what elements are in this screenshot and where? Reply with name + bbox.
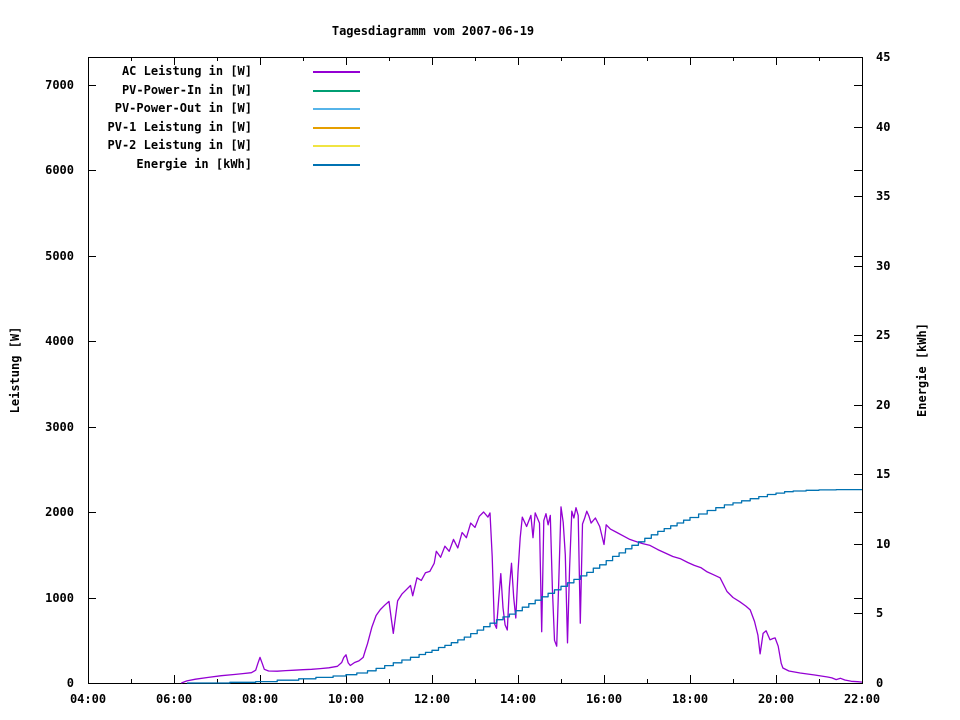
series-energie-in-kwh [186,488,862,684]
y-right-tick-label: 35 [876,189,890,203]
x-axis-tick-label: 04:00 [70,692,106,706]
y-right-tick-label: 0 [876,676,883,690]
x-axis-tick-label: 20:00 [758,692,794,706]
y-right-tick-label: 20 [876,398,890,412]
y-right-tick-label: 40 [876,120,890,134]
y-left-tick-label: 4000 [45,334,74,348]
y-right-tick-label: 5 [876,606,883,620]
y-left-tick-label: 0 [67,676,74,690]
y-left-tick-label: 5000 [45,249,74,263]
chart-title: Tagesdiagramm vom 2007-06-19 [331,24,535,38]
y-right-tick-label: 10 [876,537,890,551]
x-axis-tick-label: 16:00 [586,692,622,706]
y-left-tick-label: 2000 [45,505,74,519]
y-left-tick-label: 6000 [45,163,74,177]
y-left-tick-label: 3000 [45,420,74,434]
y-right-tick-label: 30 [876,259,890,273]
x-axis-tick-label: 14:00 [500,692,536,706]
y-right-tick-label: 15 [876,467,890,481]
x-axis-tick-label: 18:00 [672,692,708,706]
x-axis-tick-label: 12:00 [414,692,450,706]
y-left-tick-label: 7000 [45,78,74,92]
x-axis-tick-label: 08:00 [242,692,278,706]
y-left-tick-label: 1000 [45,591,74,605]
x-axis-tick-label: 22:00 [844,692,880,706]
series-ac-leistung-in-w [181,506,863,684]
plot-border [88,57,863,684]
x-axis-tick-label: 06:00 [156,692,192,706]
y-right-tick-label: 45 [876,50,890,64]
x-axis-tick-label: 10:00 [328,692,364,706]
y-right-tick-label: 25 [876,328,890,342]
